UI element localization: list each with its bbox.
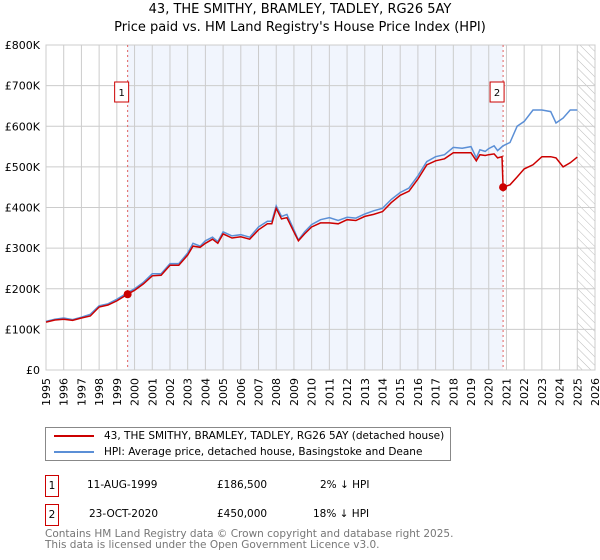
x-tick-label: 2006 xyxy=(235,378,248,406)
legend-property: 43, THE SMITHY, BRAMLEY, TADLEY, RG26 5A… xyxy=(104,430,445,442)
sale-marker-label: 2 xyxy=(494,88,500,99)
legend-red-line xyxy=(54,435,94,437)
x-tick-label: 2002 xyxy=(164,378,177,406)
transaction-hpi: 18% ↓ HPI xyxy=(313,508,370,520)
transaction-date: 23-OCT-2020 xyxy=(89,508,158,520)
x-tick-label: 1995 xyxy=(40,378,53,406)
transaction-hpi: 2% ↓ HPI xyxy=(320,479,370,491)
sale-marker-box xyxy=(114,81,130,103)
x-tick-label: 2020 xyxy=(483,378,496,406)
x-tick-label: 2005 xyxy=(217,378,230,406)
sale-point xyxy=(499,183,508,192)
x-tick-label: 2004 xyxy=(199,378,212,406)
legend-hpi: HPI: Average price, detached house, Basi… xyxy=(104,446,423,458)
transaction-price: £450,000 xyxy=(217,508,268,520)
plot-area: 1995 1996 1997 1998 1999 2000 2001 2002 2003 2004… xyxy=(5,39,600,406)
footer-line2: This data is licensed under the Open Gov… xyxy=(45,539,380,551)
y-tick-label: £0 xyxy=(26,364,40,377)
y-tick-label: £300K xyxy=(5,242,41,255)
y-tick-label: £400K xyxy=(5,202,41,215)
x-tick-label: 2001 xyxy=(146,378,159,406)
x-tick-label: 2024 xyxy=(554,378,567,406)
plot-frame xyxy=(45,44,596,371)
x-tick-label: 2007 xyxy=(253,378,266,406)
x-tick-label: 2008 xyxy=(270,378,283,406)
x-tick-label: 2017 xyxy=(430,378,443,406)
y-tick-label: £500K xyxy=(5,161,41,174)
transaction-price: £186,500 xyxy=(217,479,268,491)
x-tick-label: 2021 xyxy=(500,378,513,406)
y-tick-label: £200K xyxy=(5,283,41,296)
x-tick-label: 2023 xyxy=(536,378,549,406)
y-tick-label: £600K xyxy=(5,120,41,133)
sale-marker-box xyxy=(489,81,505,103)
x-tick-label: 1999 xyxy=(111,378,124,406)
x-tick-label: 2003 xyxy=(182,378,195,406)
sale-point xyxy=(123,290,132,299)
x-tick-label: 2011 xyxy=(323,378,336,406)
legend-blue-line xyxy=(54,451,94,453)
y-tick-label: £800K xyxy=(5,39,41,52)
x-tick-label: 1998 xyxy=(93,378,106,406)
hpi-line xyxy=(45,109,578,323)
x-tick-label: 2022 xyxy=(518,378,531,406)
marker-badge: 2 xyxy=(45,504,59,526)
x-tick-label: 2015 xyxy=(394,378,407,406)
x-tick-label: 2026 xyxy=(589,378,600,406)
transaction-row: 2 23-OCT-2020 £450,000 18% ↓ HPI xyxy=(45,504,565,526)
x-tick-label: 2025 xyxy=(571,378,584,406)
property-price-line xyxy=(45,151,578,323)
transaction-date: 11-AUG-1999 xyxy=(87,479,158,491)
x-tick-label: 2019 xyxy=(465,378,478,406)
footer: Contains HM Land Registry data © Crown c… xyxy=(45,529,453,551)
x-tick-label: 2012 xyxy=(341,378,354,406)
chart-subtitle: Price paid vs. HM Land Registry's House … xyxy=(114,20,486,35)
footer-line1: Contains HM Land Registry data © Crown c… xyxy=(45,528,454,540)
x-tick-label: 2009 xyxy=(288,378,301,406)
chart-title: 43, THE SMITHY, BRAMLEY, TADLEY, RG26 5A… xyxy=(148,2,452,17)
x-tick-label: 2000 xyxy=(129,378,142,406)
transaction-row: 1 11-AUG-1999 £186,500 2% ↓ HPI xyxy=(45,475,565,497)
x-tick-label: 2013 xyxy=(359,378,372,406)
x-tick-label: 2010 xyxy=(306,378,319,406)
marker-badge: 1 xyxy=(45,475,59,497)
x-tick-label: 1996 xyxy=(58,378,71,406)
x-tick-label: 1997 xyxy=(75,378,88,406)
sale-marker-label: 1 xyxy=(118,88,124,99)
y-tick-label: £100K xyxy=(5,323,41,336)
legend: 43, THE SMITHY, BRAMLEY, TADLEY, RG26 5A… xyxy=(45,427,451,461)
x-tick-label: 2018 xyxy=(447,378,460,406)
y-tick-label: £700K xyxy=(5,80,41,93)
x-tick-label: 2014 xyxy=(376,378,389,406)
x-tick-label: 2016 xyxy=(412,378,425,406)
